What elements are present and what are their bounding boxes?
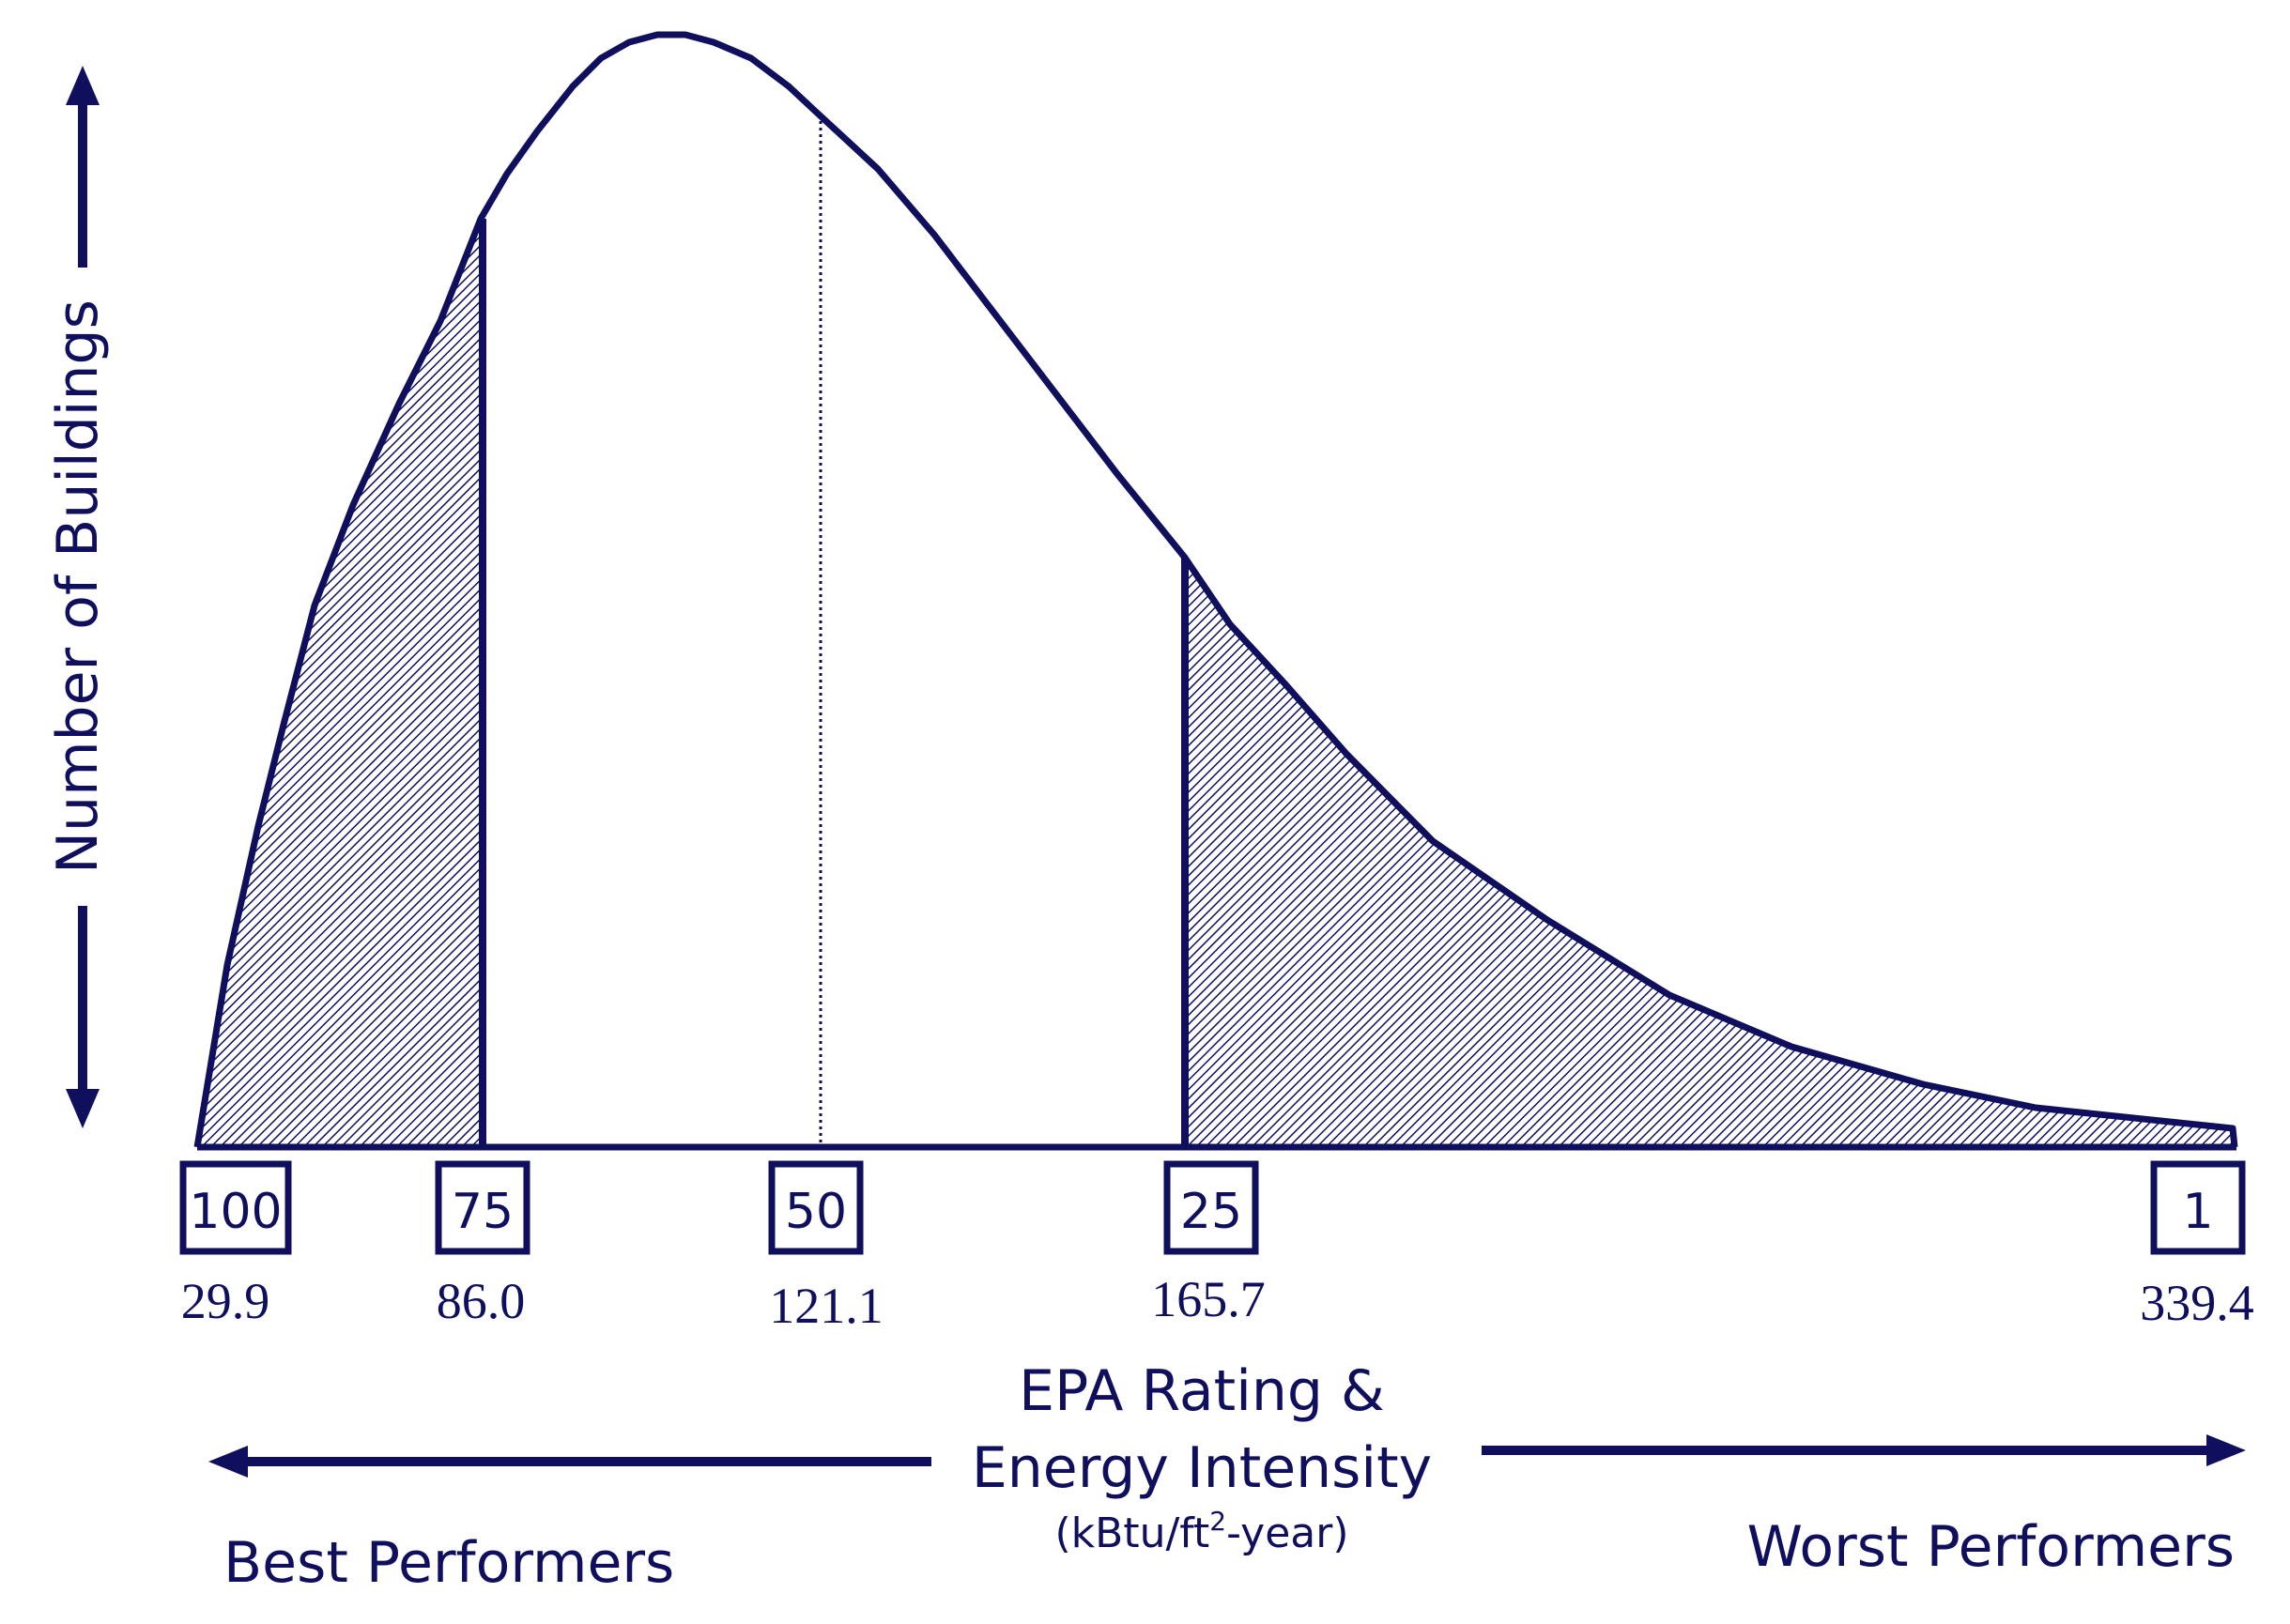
rating-50-label: 50 xyxy=(785,1184,847,1240)
best-performers-label: Best Performers xyxy=(223,1530,674,1596)
worst-performers-label: Worst Performers xyxy=(1747,1514,2235,1580)
rating-box-25: 25 xyxy=(1163,1160,1259,1255)
rating-box-75: 75 xyxy=(435,1160,530,1255)
arrow-up-icon xyxy=(66,66,100,268)
rating-box-100: 100 xyxy=(179,1160,292,1255)
arrow-left-icon xyxy=(208,1446,931,1478)
x-axis-label-line1: EPA Rating & xyxy=(1019,1358,1385,1424)
arrow-down-icon xyxy=(66,906,100,1128)
x-axis-unit: (kBtu/ft2-year) xyxy=(1054,1506,1348,1557)
rating-box-1: 1 xyxy=(2150,1160,2246,1255)
rating-1-label: 1 xyxy=(2182,1184,2213,1240)
rating-box-50: 50 xyxy=(768,1160,864,1255)
best-performers-shaded-region xyxy=(197,219,481,1147)
distribution-curve xyxy=(193,31,2238,1148)
arrow-right-icon xyxy=(1482,1434,2246,1466)
intensity-value-25: 165.7 xyxy=(1151,1271,1266,1327)
rating-25-label: 25 xyxy=(1180,1184,1242,1240)
y-axis-label: Number of Buildings xyxy=(45,299,111,874)
x-axis-label-line2: Energy Intensity xyxy=(972,1435,1432,1501)
worst-performers-shaded-region xyxy=(1185,558,2233,1147)
intensity-value-100: 29.9 xyxy=(181,1273,270,1329)
rating-100-label: 100 xyxy=(189,1184,282,1240)
intensity-value-1: 339.4 xyxy=(2140,1275,2254,1331)
intensity-value-75: 86.0 xyxy=(437,1273,526,1329)
intensity-value-50: 121.1 xyxy=(769,1278,884,1334)
rating-75-label: 75 xyxy=(452,1184,514,1240)
